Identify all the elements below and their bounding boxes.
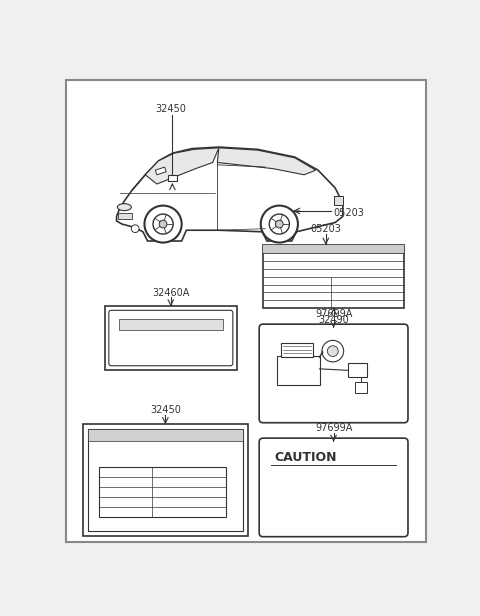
Ellipse shape <box>117 204 132 211</box>
Bar <box>99 467 226 517</box>
Circle shape <box>153 214 173 234</box>
Bar <box>88 429 243 531</box>
Bar <box>105 307 237 370</box>
FancyBboxPatch shape <box>259 324 408 423</box>
Polygon shape <box>217 148 316 175</box>
Text: CAUTION: CAUTION <box>274 451 336 464</box>
FancyBboxPatch shape <box>259 438 408 537</box>
Bar <box>348 363 367 377</box>
Text: 32450: 32450 <box>156 104 186 115</box>
Bar <box>334 195 343 205</box>
Bar <box>281 344 313 357</box>
Circle shape <box>276 220 283 228</box>
Bar <box>263 245 404 308</box>
Bar <box>83 424 248 536</box>
FancyBboxPatch shape <box>109 310 233 366</box>
Circle shape <box>322 340 344 362</box>
Circle shape <box>261 206 298 243</box>
Text: 32460A: 32460A <box>152 288 190 298</box>
Text: 32490: 32490 <box>318 315 349 325</box>
Text: 32450: 32450 <box>150 405 181 415</box>
Text: 05203: 05203 <box>334 208 364 217</box>
Circle shape <box>269 214 289 234</box>
Text: 05203: 05203 <box>311 224 341 235</box>
Bar <box>263 245 404 253</box>
Polygon shape <box>145 148 219 184</box>
Polygon shape <box>156 167 166 175</box>
Text: 97699A: 97699A <box>315 309 352 319</box>
Circle shape <box>159 220 167 228</box>
Bar <box>168 175 177 181</box>
Circle shape <box>327 346 338 357</box>
Polygon shape <box>117 147 343 241</box>
Circle shape <box>132 225 139 232</box>
Bar <box>277 356 320 385</box>
Text: 97699A: 97699A <box>315 423 352 433</box>
Bar <box>118 213 132 219</box>
Bar <box>88 429 243 441</box>
Bar <box>119 318 223 330</box>
Circle shape <box>144 206 181 243</box>
Bar <box>355 382 367 393</box>
